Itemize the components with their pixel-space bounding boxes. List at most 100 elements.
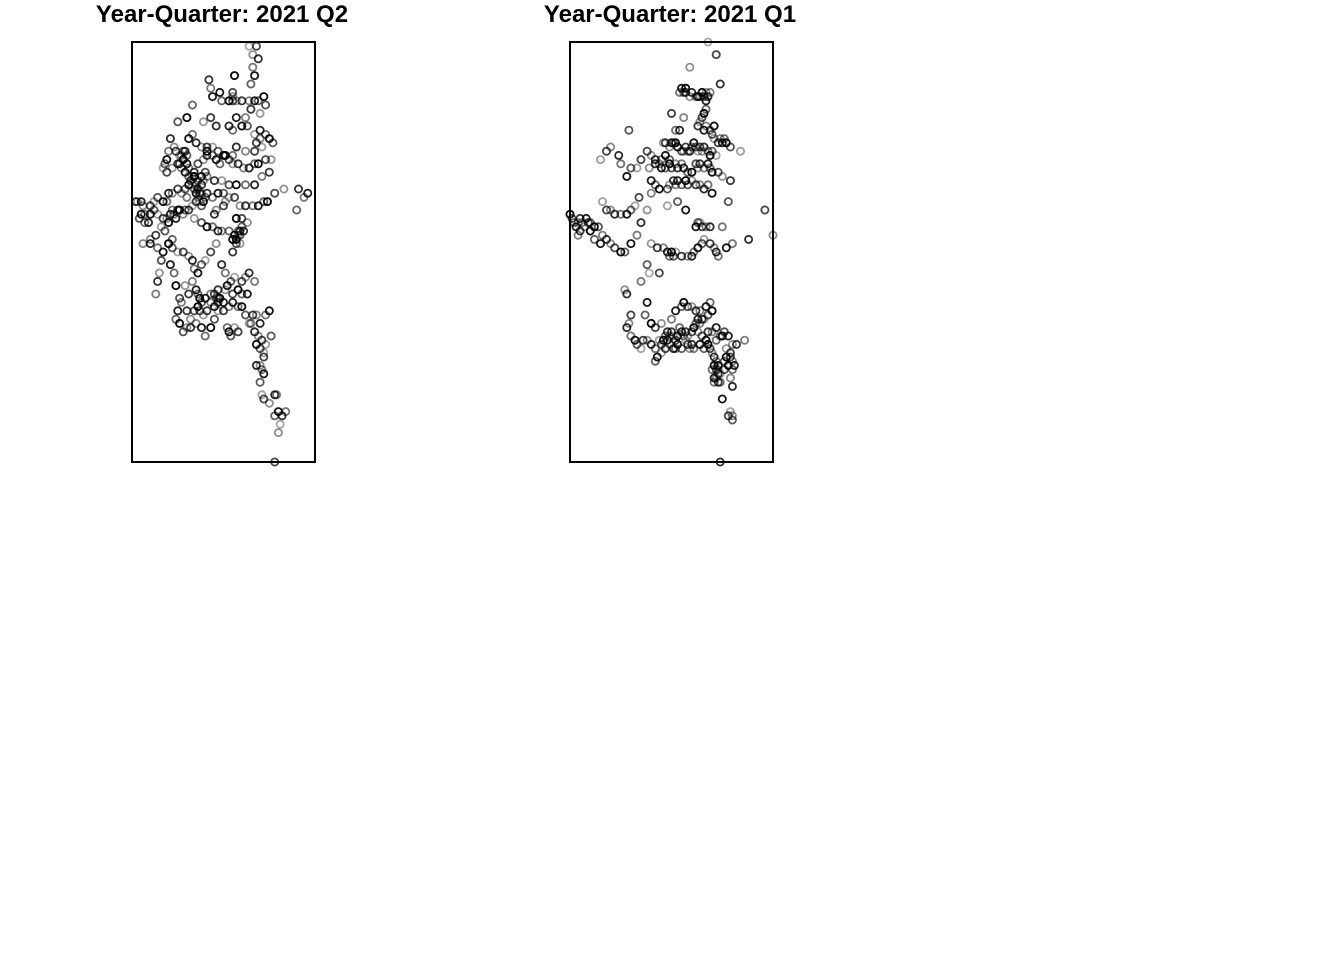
scatter-point	[259, 197, 269, 207]
scatter-point	[233, 302, 243, 312]
scatter-point	[228, 125, 238, 135]
scatter-point	[224, 226, 234, 236]
scatter-point	[626, 205, 636, 215]
scatter-point	[167, 163, 177, 173]
scatter-point	[673, 197, 683, 207]
scatter-point	[589, 234, 599, 244]
scatter-point	[683, 251, 693, 261]
scatter-point	[180, 281, 190, 291]
scatter-point	[255, 125, 265, 135]
scatter-point	[207, 92, 217, 102]
scatter-point	[162, 155, 172, 165]
scatter-point	[717, 171, 727, 181]
scatter-point	[244, 96, 254, 106]
scatter-point	[606, 142, 616, 152]
scatter-point	[248, 310, 258, 320]
scatter-point	[279, 184, 289, 194]
scatter-point	[202, 146, 212, 156]
scatter-point	[186, 314, 196, 324]
scatter-point	[229, 192, 239, 202]
scatter-point	[671, 247, 681, 257]
scatter-point	[705, 297, 715, 307]
scatter-point	[687, 327, 697, 337]
scatter-point	[206, 247, 216, 257]
scatter-point	[630, 201, 640, 211]
scatter-point	[725, 176, 735, 186]
scatter-point	[217, 260, 227, 270]
scatter-point	[255, 360, 265, 370]
scatter-point	[691, 159, 701, 169]
scatter-point	[293, 184, 303, 194]
scatter-point	[162, 167, 172, 177]
scatter-point	[727, 381, 737, 391]
scatter-point	[138, 239, 148, 249]
scatter-point	[717, 222, 727, 232]
scatter-point	[211, 121, 221, 131]
scatter-point	[206, 289, 216, 299]
scatter-point	[231, 239, 241, 249]
scatter-point	[248, 62, 258, 72]
scatter-point	[257, 365, 267, 375]
scatter-point	[206, 83, 216, 93]
scatter-point	[213, 146, 223, 156]
scatter-point	[202, 171, 212, 181]
scatter-point	[705, 239, 715, 249]
scatter-point	[257, 142, 267, 152]
scatter-point	[721, 243, 731, 253]
scatter-point	[226, 331, 236, 341]
scatter-point	[182, 306, 192, 316]
scatter-point	[191, 138, 201, 148]
scatter-point	[246, 104, 256, 114]
scatter-point	[689, 344, 699, 354]
scatter-point	[196, 201, 206, 211]
scatter-point	[646, 239, 656, 249]
scatter-point	[250, 71, 260, 81]
scatter-point	[616, 247, 626, 257]
scatter-point	[598, 230, 608, 240]
scatter-point	[233, 285, 243, 295]
scatter-point	[255, 108, 265, 118]
scatter-point	[654, 268, 664, 278]
scatter-point	[626, 310, 636, 320]
scatter-point	[215, 159, 225, 169]
scatter-point	[707, 146, 717, 156]
scatter-point	[169, 268, 179, 278]
scatter-point	[292, 205, 302, 215]
scatter-point	[237, 213, 247, 223]
scatter-point	[229, 272, 239, 282]
scatter-point	[616, 159, 626, 169]
scatter-point	[187, 180, 197, 190]
scatter-point	[209, 209, 219, 219]
scatter-point	[636, 344, 646, 354]
scatter-point	[636, 155, 646, 165]
scatter-point	[697, 331, 707, 341]
scatter-point	[614, 150, 624, 160]
scatter-point	[195, 188, 205, 198]
scatter-point	[196, 323, 206, 333]
scatter-point	[622, 171, 632, 181]
scatter-point	[176, 297, 186, 307]
scatter-point	[303, 188, 313, 198]
scatter-point	[195, 197, 205, 207]
scatter-point	[610, 209, 620, 219]
scatter-point	[679, 113, 689, 123]
scatter-point	[151, 289, 161, 299]
scatter-point	[229, 71, 239, 81]
scatter-point	[196, 218, 206, 228]
scatter-point	[681, 327, 691, 337]
plot-frame-2021-q2	[131, 41, 316, 463]
scatter-point	[719, 327, 729, 337]
scatter-point	[705, 344, 715, 354]
scatter-point	[268, 138, 278, 148]
points-2021-q2	[131, 41, 313, 467]
scatter-point	[209, 176, 219, 186]
scatter-point	[650, 344, 660, 354]
scatter-point	[713, 365, 723, 375]
scatter-point	[257, 390, 267, 400]
scatter-point	[259, 394, 269, 404]
scatter-point	[253, 96, 263, 106]
scatter-point	[634, 192, 644, 202]
scatter-point	[158, 213, 168, 223]
scatter-point	[650, 356, 660, 366]
